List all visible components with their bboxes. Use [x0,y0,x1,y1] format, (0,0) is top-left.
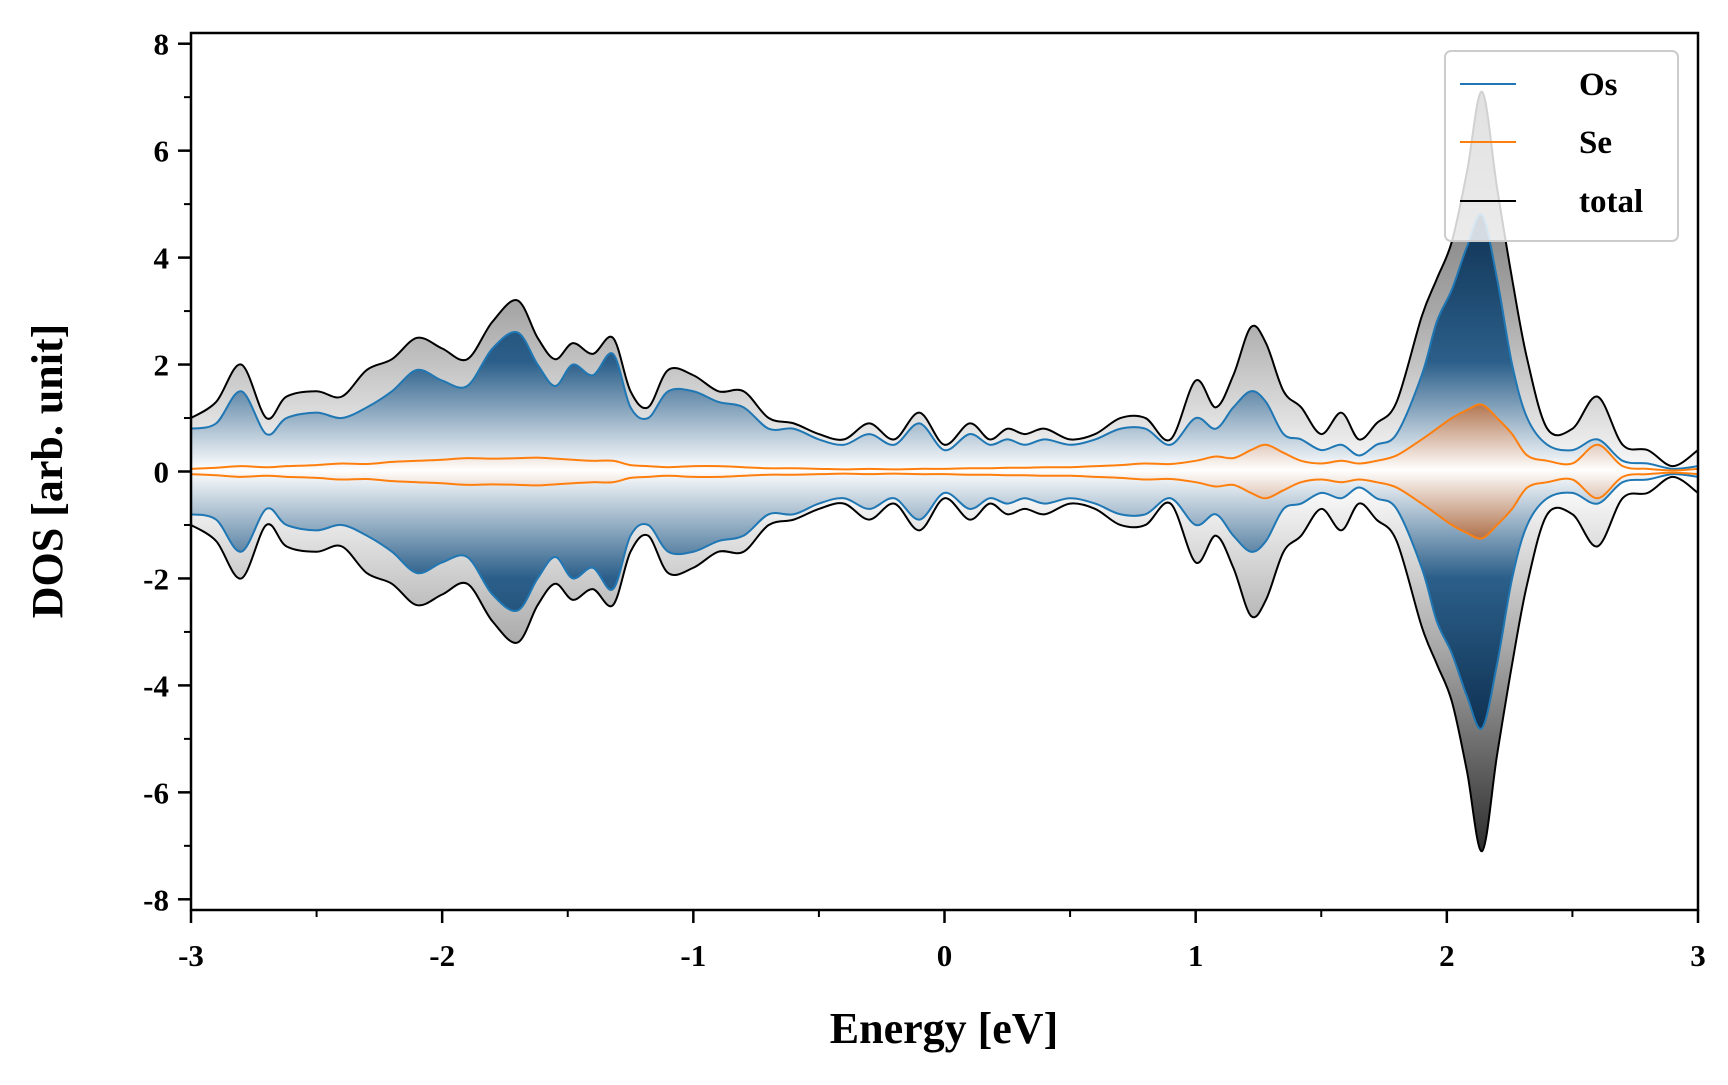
axes: -3 -2 -1 0 1 2 3 -8 -6 -4 -2 0 2 4 6 8 [143,27,1706,973]
y-tick-label: 6 [154,134,170,169]
y-tick-label: -4 [143,668,169,703]
x-tick-label: 0 [937,938,953,973]
series-se-line-up [191,403,1698,472]
series-se-line-down [191,471,1698,540]
x-tick-label: 2 [1439,938,1455,973]
legend-label-total: total [1579,184,1643,220]
x-axis-title: Energy [eV] [830,1004,1059,1053]
series-se-fill [191,404,1698,539]
legend-label-os: Os [1579,67,1618,103]
x-tick-label: 1 [1188,938,1204,973]
y-tick-label: 0 [154,455,170,490]
legend: Os Se total [1444,50,1679,242]
x-tick-label: 3 [1690,938,1706,973]
y-tick-label: 2 [154,348,170,383]
x-tick-label: -3 [178,938,204,973]
legend-label-se: Se [1579,125,1612,161]
y-tick-label: -2 [143,561,169,596]
series-os-line-down [191,473,1698,730]
y-tick-label: 8 [154,27,170,62]
y-tick-label: -8 [143,882,169,917]
series-total-line-down [191,475,1698,853]
x-tick-label: -1 [680,938,706,973]
legend-box [1444,50,1679,242]
y-tick-label: 4 [154,241,170,276]
y-tick-label: -6 [143,775,169,810]
y-axis-title: DOS [arb. unit] [23,324,72,619]
series-os-line-up [191,213,1698,470]
x-tick-label: -2 [429,938,455,973]
